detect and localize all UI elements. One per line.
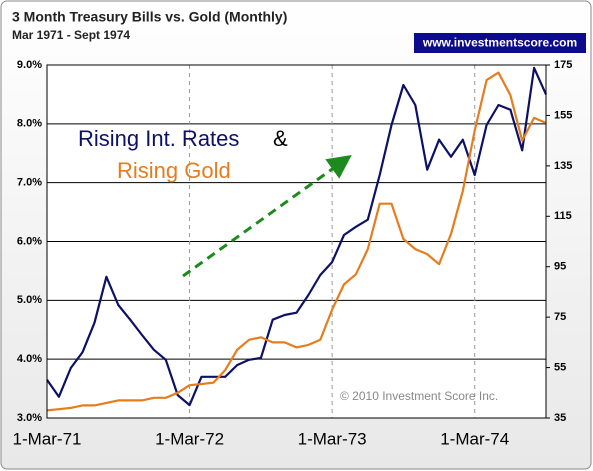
x-tick-label: 1-Mar-71 (13, 429, 82, 448)
plot-border (46, 64, 547, 419)
y-tick-label: 6.0% (17, 235, 42, 247)
y-tick-label: 4.0% (17, 353, 42, 365)
y2-tick-label: 75 (554, 311, 566, 323)
annotation: Rising Int. Rates (78, 126, 239, 151)
y2-tick-label: 155 (554, 109, 572, 121)
source: www.investmentscore.com (422, 36, 577, 50)
x-tick-label: 1-Mar-72 (155, 429, 224, 448)
y2-tick-label: 55 (554, 361, 566, 373)
annotation: Rising Gold (117, 158, 231, 183)
arrow (182, 155, 352, 278)
y2-tick-label: 95 (554, 261, 566, 273)
y-tick-label: 9.0% (17, 59, 42, 71)
y2-tick-label: 175 (554, 59, 572, 71)
x-tick-label: 1-Mar-73 (298, 429, 367, 448)
series-line (46, 66, 548, 407)
y2-tick-label: 35 (554, 412, 566, 424)
y-tick-label: 5.0% (17, 294, 42, 306)
y-tick-label: 7.0% (17, 177, 42, 189)
series-line (46, 71, 547, 412)
y2-tick-label: 135 (554, 160, 572, 172)
annotation: & (273, 126, 288, 151)
x-tick-label: 1-Mar-74 (440, 429, 509, 448)
y2-tick-label: 115 (554, 210, 572, 222)
chart-title: 3 Month Treasury Bills vs. Gold (Monthly… (12, 9, 287, 25)
chart-subtitle: Mar 1971 - Sept 1974 (12, 28, 130, 42)
y-tick-label: 8.0% (17, 118, 42, 130)
y-tick-label: 3.0% (17, 412, 42, 424)
source-badge (414, 33, 586, 53)
copyright: © 2010 Investment Score Inc. (340, 389, 498, 403)
